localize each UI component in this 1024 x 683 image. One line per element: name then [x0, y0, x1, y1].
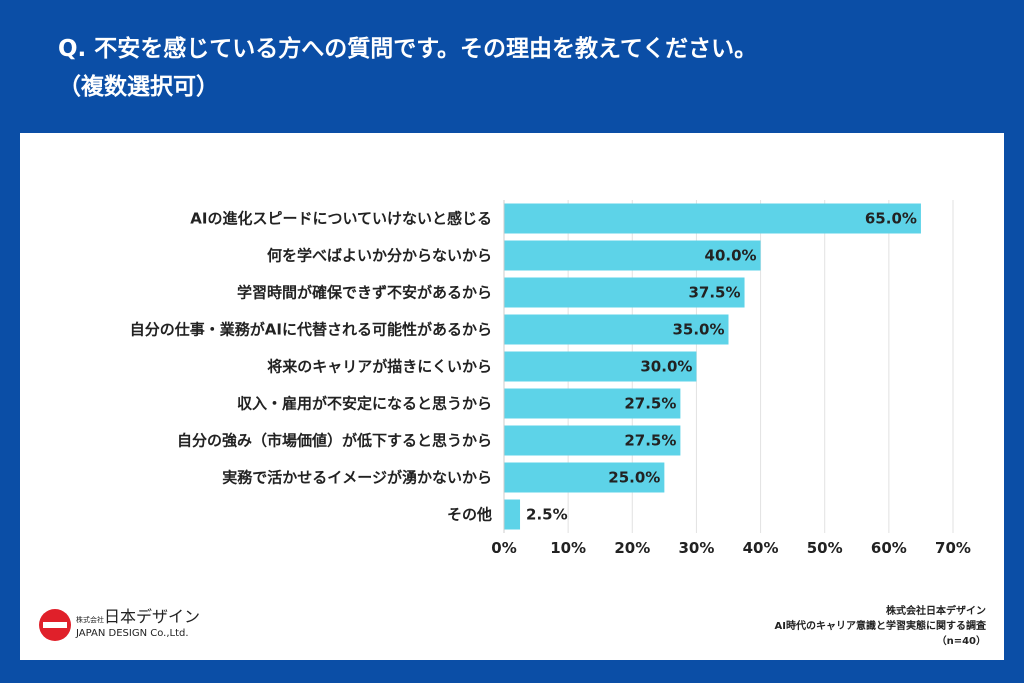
category-label: 実務で活かせるイメージが湧かないから [222, 469, 492, 487]
title-line-1: Q. 不安を感じている方への質問です。その理由を教えてください。 [58, 36, 758, 62]
category-label: 学習時間が確保できず不安があるから [237, 284, 492, 302]
x-tick-label: 60% [871, 539, 907, 557]
category-label: その他 [447, 506, 492, 524]
category-label: 自分の仕事・業務がAIに代替される可能性があるから [130, 321, 492, 339]
bar [504, 425, 681, 456]
bar [504, 499, 521, 530]
x-tick-label: 40% [743, 539, 779, 557]
bar [504, 388, 681, 419]
data-label: 30.0% [640, 358, 692, 376]
x-tick-label: 30% [678, 539, 714, 557]
data-label: 65.0% [865, 210, 917, 228]
category-label: 自分の強み（市場価値）が低下すると思うから [177, 432, 492, 450]
sample-size: （n=40） [936, 636, 986, 647]
data-label: 37.5% [688, 284, 740, 302]
logo-main: 日本デザイン [104, 607, 201, 626]
logo-sub: JAPAN DESIGN Co.,Ltd. [76, 628, 189, 639]
question-title: Q. 不安を感じている方への質問です。その理由を教えてください。 （複数選択可） [58, 30, 757, 106]
source-survey: AI時代のキャリア意識と学習実態に関する調査 [774, 621, 986, 632]
title-line-2: （複数選択可） [58, 74, 219, 100]
category-label: 収入・雇用が不安定になると思うから [237, 395, 492, 413]
x-tick-label: 10% [550, 539, 586, 557]
data-label: 2.5% [526, 506, 568, 524]
data-label: 25.0% [608, 469, 660, 487]
data-label: 27.5% [624, 432, 676, 450]
x-tick-label: 20% [614, 539, 650, 557]
data-label: 40.0% [705, 247, 757, 265]
bar [504, 462, 665, 493]
category-label: 将来のキャリアが描きにくいから [267, 358, 492, 376]
x-tick-label: 0% [491, 539, 516, 557]
category-label: AIの進化スピードについていけないと感じる [190, 210, 492, 228]
bar [504, 203, 921, 234]
bar [504, 351, 697, 382]
category-label: 何を学べばよいか分からないから [267, 247, 492, 265]
company-logo: 株式会社日本デザイン JAPAN DESIGN Co.,Ltd. [38, 608, 200, 642]
source-company: 株式会社日本デザイン [886, 606, 986, 617]
data-label: 27.5% [624, 395, 676, 413]
data-label: 35.0% [672, 321, 724, 339]
logo-small: 株式会社 [76, 616, 104, 624]
logo-mark-icon [39, 609, 71, 641]
bar [504, 277, 745, 308]
x-tick-label: 50% [807, 539, 843, 557]
bar [504, 240, 761, 271]
source-note: 株式会社日本デザイン AI時代のキャリア意識と学習実態に関する調査 （n=40） [775, 604, 986, 649]
x-tick-label: 70% [935, 539, 971, 557]
bar [504, 314, 729, 345]
